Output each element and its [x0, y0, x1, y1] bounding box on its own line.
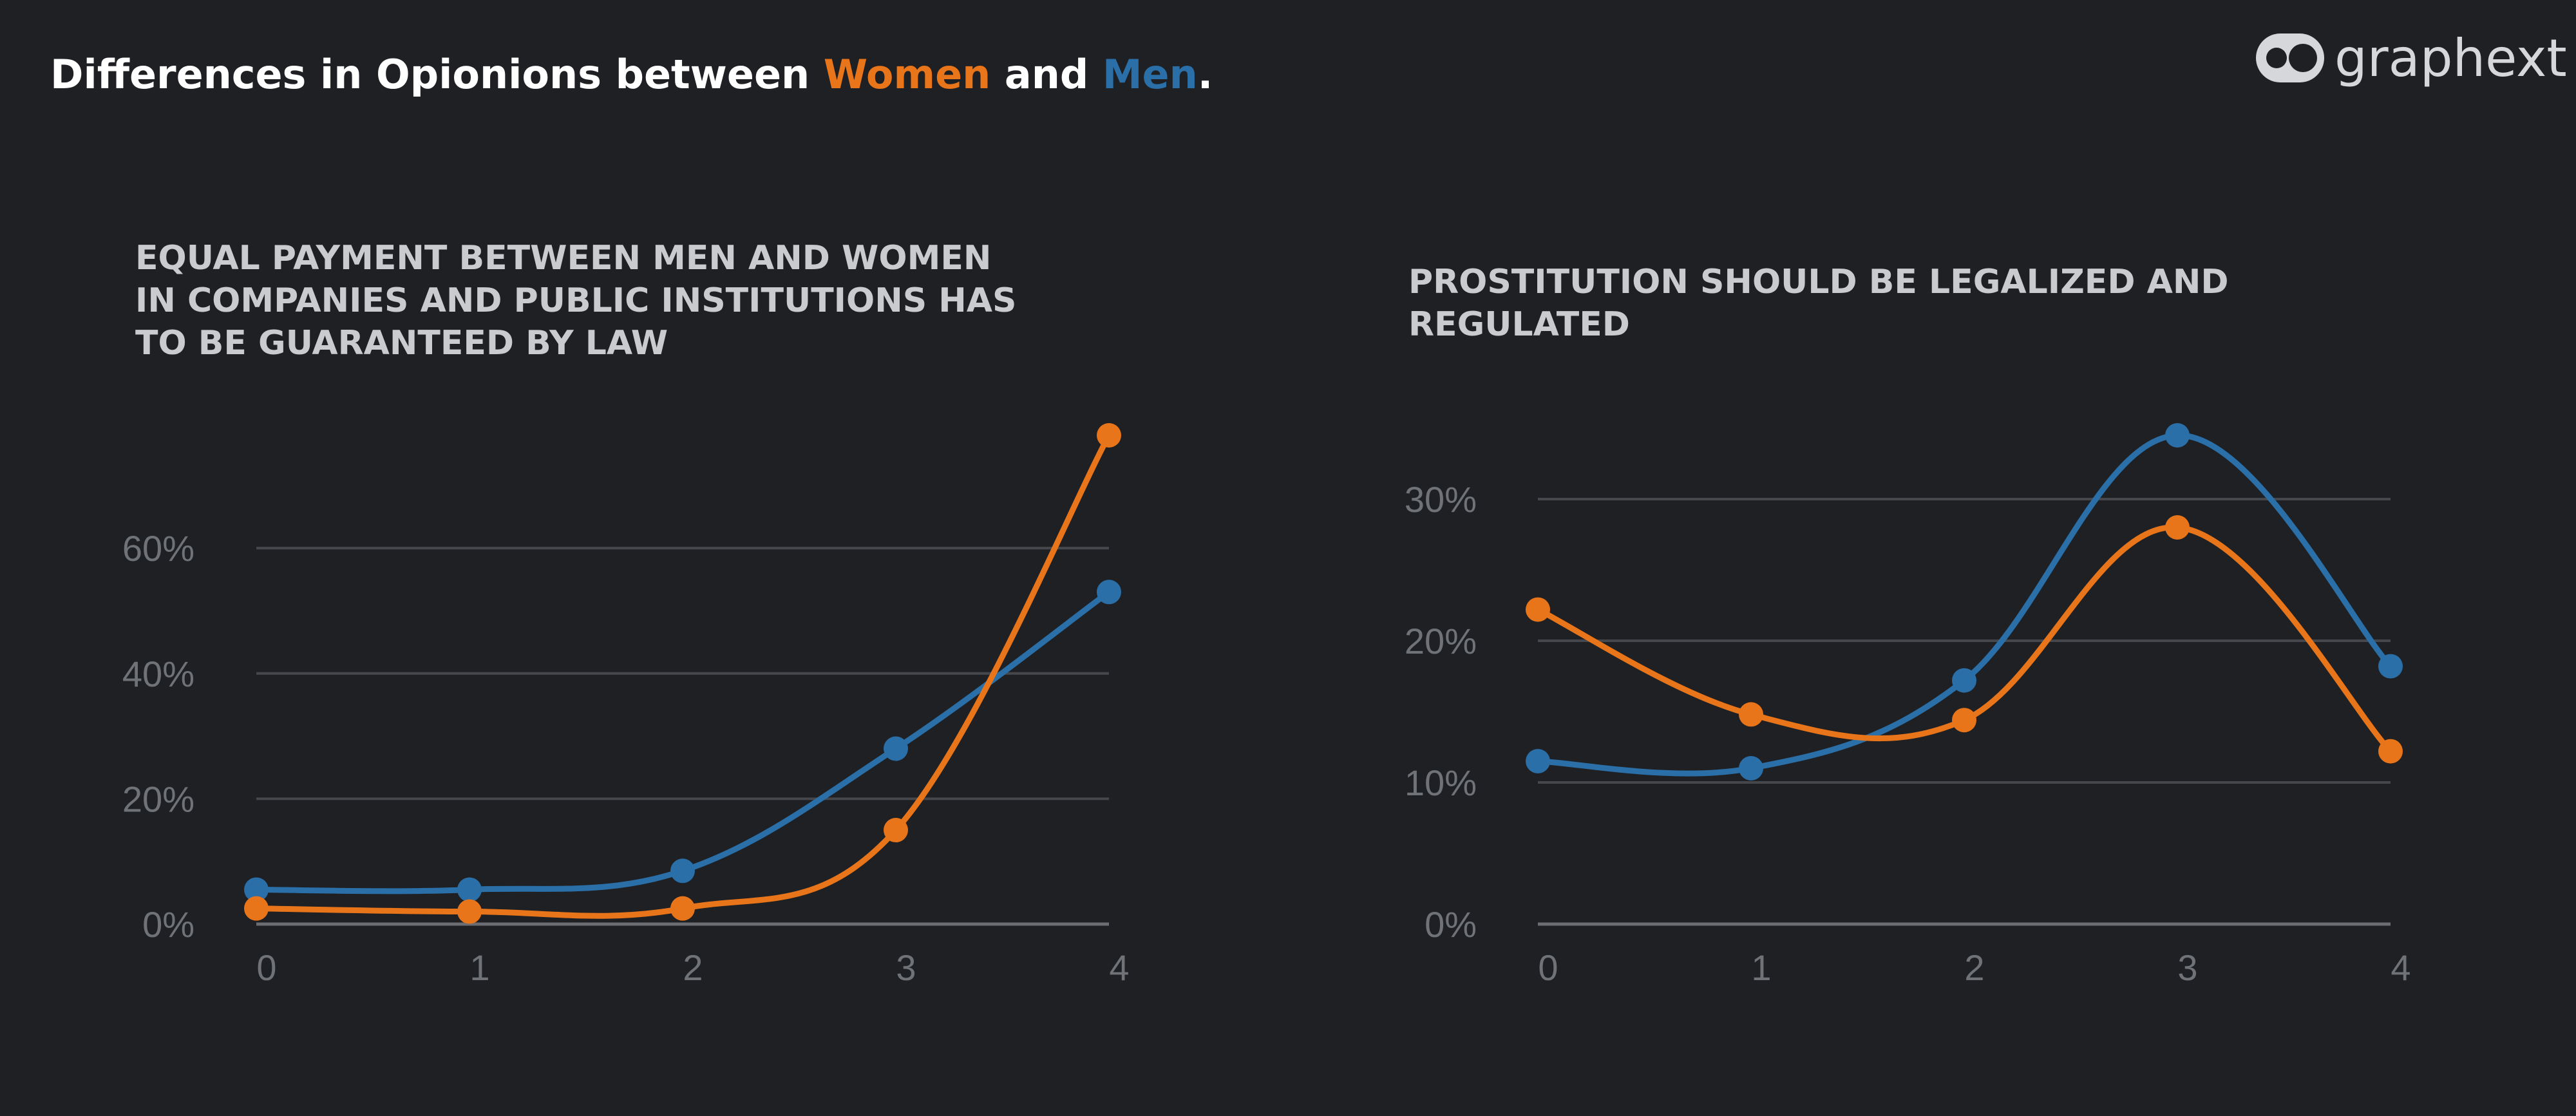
- data-point-men[interactable]: [457, 877, 482, 902]
- chart-title-line: TO BE GUARANTEED BY LAW: [135, 324, 668, 363]
- page-title-women: Women: [824, 51, 991, 98]
- y-tick-label: 30%: [1405, 479, 1477, 520]
- y-tick-label: 10%: [1405, 762, 1477, 803]
- x-tick-label: 2: [683, 947, 703, 988]
- data-point-women[interactable]: [457, 899, 482, 924]
- data-point-men[interactable]: [2378, 654, 2403, 679]
- series-line-men: [253, 589, 1112, 894]
- y-tick-label: 0%: [1425, 904, 1477, 945]
- data-point-women[interactable]: [670, 896, 695, 921]
- data-point-men[interactable]: [1526, 749, 1550, 773]
- data-point-women[interactable]: [1097, 423, 1121, 448]
- x-tick-label: 3: [896, 947, 916, 988]
- page-title: Differences in Opionions between Women a…: [50, 51, 1213, 98]
- graphext-logo-icon: [2256, 33, 2324, 82]
- x-tick-label: 4: [1109, 947, 1129, 988]
- page-title-men: Men: [1103, 51, 1198, 98]
- data-point-women[interactable]: [2378, 739, 2403, 764]
- data-point-men[interactable]: [1952, 668, 1976, 693]
- brand-name: graphext: [2334, 28, 2567, 88]
- y-tick-label: 0%: [142, 904, 194, 945]
- data-point-women[interactable]: [2165, 515, 2190, 540]
- chart-prostitution: PROSTITUTION SHOULD BE LEGALIZED AND REGU…: [1405, 263, 2411, 988]
- data-point-men[interactable]: [1097, 580, 1121, 605]
- page-title-suffix: .: [1198, 51, 1213, 98]
- series-line-women: [253, 432, 1112, 919]
- graphext-logo: graphext: [2256, 28, 2567, 88]
- series-line-men: [1535, 432, 2394, 777]
- data-point-women[interactable]: [1526, 597, 1550, 622]
- x-tick-label: 3: [2177, 947, 2197, 988]
- x-tick-label: 0: [256, 947, 276, 988]
- data-point-men[interactable]: [884, 736, 908, 761]
- data-point-men[interactable]: [1739, 756, 1763, 780]
- y-tick-label: 20%: [122, 779, 194, 819]
- series-line-women: [1535, 524, 2394, 755]
- chart-title-line: EQUAL PAYMENT BETWEEN MEN AND WOMEN: [135, 239, 991, 278]
- y-tick-label: 60%: [122, 528, 194, 569]
- chart-title-line: IN COMPANIES AND PUBLIC INSTITUTIONS HAS: [135, 281, 1017, 320]
- data-point-women[interactable]: [884, 818, 908, 843]
- x-tick-label: 1: [469, 947, 489, 988]
- x-tick-label: 1: [1751, 947, 1771, 988]
- y-tick-label: 20%: [1405, 621, 1477, 661]
- data-point-men[interactable]: [670, 858, 695, 884]
- y-tick-label: 40%: [122, 654, 194, 694]
- page-title-prefix: Differences in Opionions between: [50, 51, 824, 98]
- page-title-and: and: [990, 51, 1103, 98]
- data-point-women[interactable]: [244, 896, 269, 921]
- x-tick-label: 2: [1964, 947, 1984, 988]
- data-point-men[interactable]: [2165, 423, 2190, 448]
- data-point-men[interactable]: [244, 877, 269, 902]
- x-tick-label: 0: [1538, 947, 1558, 988]
- x-tick-label: 4: [2391, 947, 2410, 988]
- chart-title-line: PROSTITUTION SHOULD BE LEGALIZED AND: [1408, 263, 2229, 301]
- data-point-women[interactable]: [1952, 708, 1976, 733]
- chart-title-line: REGULATED: [1408, 305, 1630, 344]
- data-point-women[interactable]: [1739, 702, 1763, 727]
